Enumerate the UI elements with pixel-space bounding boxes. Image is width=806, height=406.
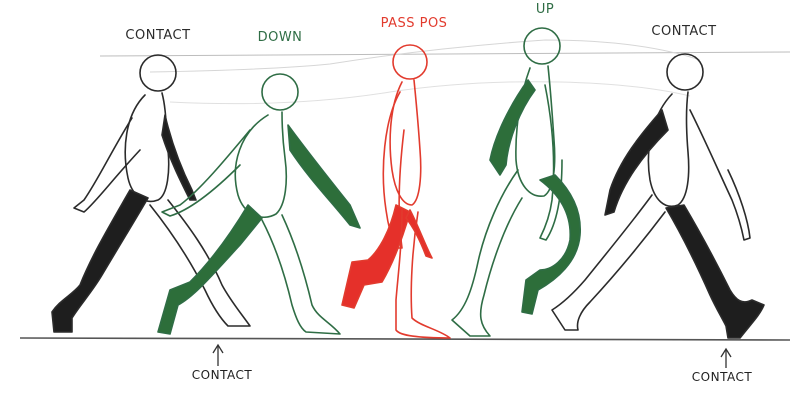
ground-line [19,337,791,341]
label-down: DOWN [257,30,303,45]
figure-passing-position [341,44,451,339]
back-leg [51,189,149,333]
front-leg [665,204,765,339]
head [139,54,177,92]
contact-arrow-right [720,347,732,368]
back-calf-shade [405,209,433,259]
figure-down [157,73,361,335]
head [261,73,299,111]
front-arm [73,117,141,213]
head [666,53,704,91]
front-leg [149,199,251,327]
label-contact-end: CONTACT [651,24,717,39]
front-arm [689,109,751,241]
front-arm [539,84,563,241]
head [523,27,561,65]
torso [234,111,288,219]
back-leg [451,169,523,337]
ground-note-right: CONTACT [691,370,753,384]
back-leg [157,204,263,335]
torso [647,91,690,207]
torso [515,65,556,197]
head-path-curve [149,39,701,73]
front-arm [161,129,251,217]
figure-contact-end [551,53,765,339]
hip-path-curve [169,81,691,105]
contact-arrow-left [212,343,224,366]
back-arm [161,114,197,201]
torso [389,79,422,206]
back-arm [287,124,361,229]
back-arm [489,79,536,176]
back-leg [341,204,411,309]
head [392,44,428,80]
front-leg [261,214,341,335]
front-leg [521,174,581,315]
back-leg [551,194,666,331]
ground-note-left: CONTACT [191,368,253,382]
label-passing-position: PASS POS [380,16,448,31]
label-contact-start: CONTACT [125,28,191,43]
back-arm [604,109,669,216]
figure-contact-start [51,54,251,333]
label-up: UP [535,2,555,17]
figure-up [451,27,581,337]
front-leg [395,209,451,339]
torso [124,92,170,203]
